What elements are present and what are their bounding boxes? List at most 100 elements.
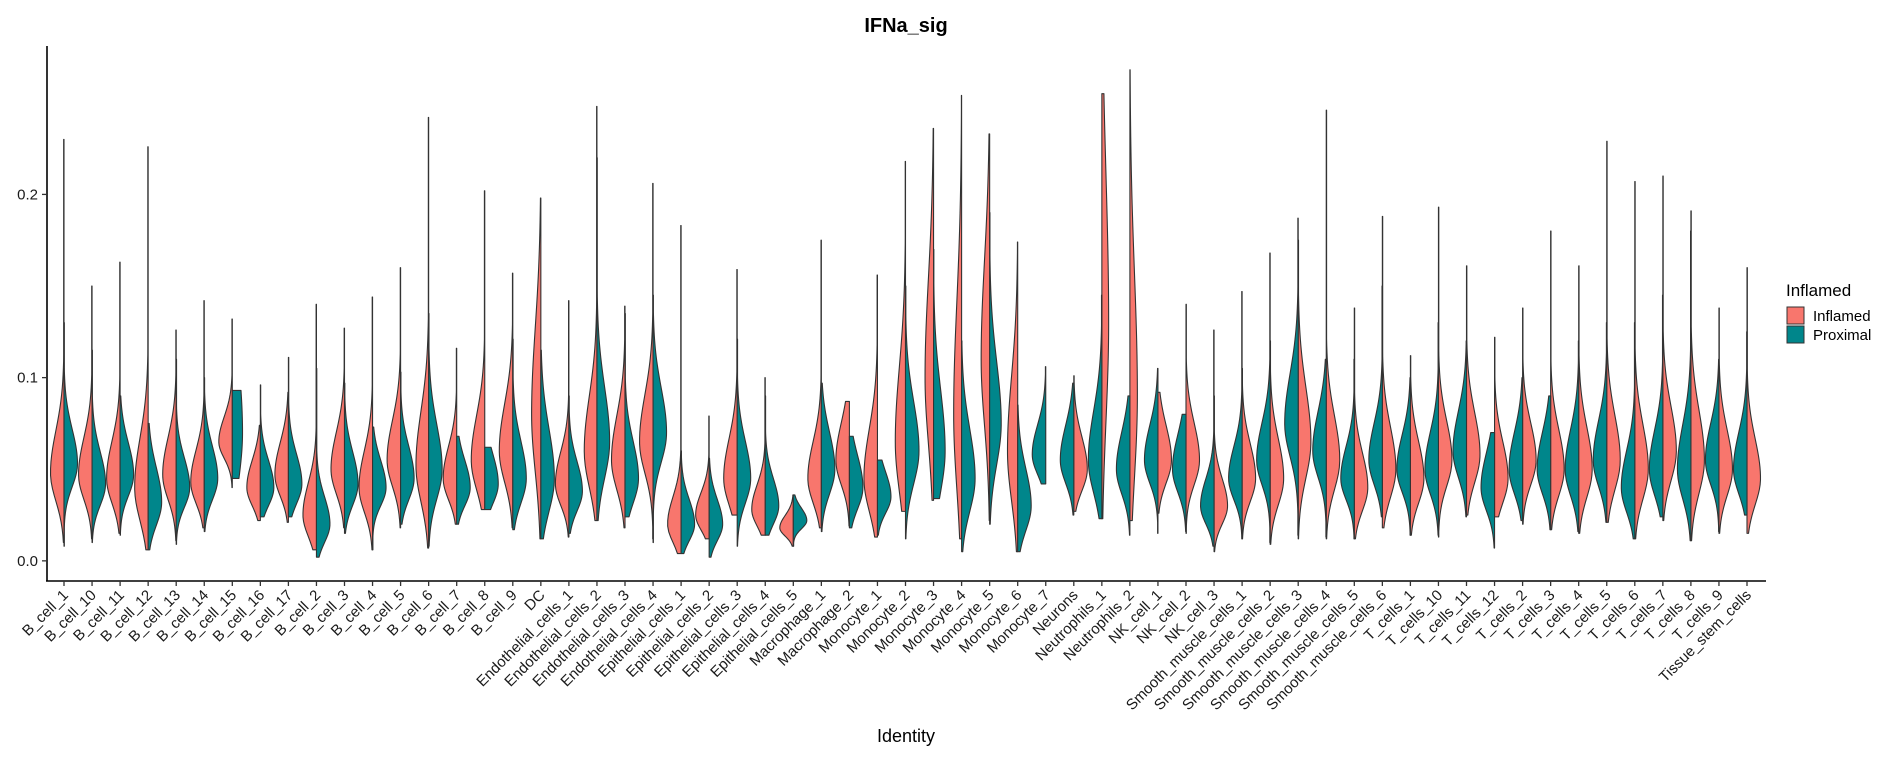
violin-NK_cell_2 [1171, 303, 1201, 534]
legend-label-proximal: Proximal [1813, 327, 1871, 344]
violin-half-proximal [372, 426, 387, 551]
violin-half-proximal [1031, 366, 1047, 485]
legend: Inflamed Inflamed Proximal [1786, 281, 1871, 344]
violin-half-proximal [1480, 432, 1496, 549]
violin-half-proximal [315, 367, 331, 558]
violin-Smooth_muscle_cells_5 [1340, 307, 1369, 540]
violin-half-proximal [63, 322, 79, 547]
violin-half-proximal [1115, 395, 1131, 536]
violin-half-inflamed [1465, 265, 1481, 516]
violin-Endothelial_cells_1 [554, 300, 583, 538]
violin-half-inflamed [807, 239, 822, 529]
violin-Monocyte_3 [924, 127, 946, 501]
violin-B_cell_13 [162, 329, 191, 545]
violin-B_cell_14 [190, 300, 219, 533]
violin-half-inflamed [1325, 109, 1341, 540]
violin-half-inflamed [1073, 375, 1088, 512]
violin-half-inflamed [470, 190, 486, 511]
violin-half-proximal [1340, 358, 1355, 540]
violin-T_cells_7 [1648, 175, 1677, 522]
violin-half-proximal [1536, 395, 1552, 531]
violin-half-proximal [343, 382, 359, 534]
x-axis: B_cell_1B_cell_10B_cell_11B_cell_12B_cel… [19, 580, 1766, 714]
violin-half-proximal [989, 212, 1002, 525]
violin-half-inflamed [1157, 391, 1172, 514]
violin-half-proximal [1143, 367, 1159, 534]
violin-Monocyte_5 [980, 133, 1002, 525]
y-tick-label: 0.1 [17, 370, 38, 387]
violin-B_cell_17 [274, 356, 303, 523]
violin-half-inflamed [50, 138, 65, 544]
violin-half-proximal [708, 457, 724, 558]
violin-half-inflamed [1437, 206, 1453, 538]
violin-half-inflamed [751, 377, 766, 536]
violin-Monocyte_6 [1006, 241, 1032, 553]
violin-Smooth_muscle_cells_2 [1256, 252, 1285, 545]
violin-half-inflamed [134, 146, 149, 551]
violin-Monocyte_1 [863, 274, 892, 538]
violin-Epithelial_cells_1 [667, 225, 696, 555]
violin-half-proximal [147, 422, 163, 551]
violin-Smooth_muscle_cells_3 [1284, 217, 1312, 540]
violin-half-inflamed [106, 261, 121, 534]
violin-half-inflamed [386, 267, 402, 529]
violin-half-inflamed [980, 133, 991, 522]
violin-half-proximal [904, 285, 920, 540]
violin-Macrophage_2 [835, 400, 864, 529]
violin-Monocyte_7 [1031, 366, 1047, 485]
violin-half-inflamed [953, 94, 963, 540]
violin-half-inflamed [1297, 239, 1312, 540]
violin-half-inflamed [924, 127, 935, 501]
violin-Monocyte_2 [894, 160, 920, 540]
violin-T_cells_5 [1592, 140, 1621, 523]
legend-title: Inflamed [1786, 281, 1851, 300]
violin-half-inflamed [190, 300, 205, 529]
violin-half-proximal [175, 358, 191, 545]
violin-half-inflamed [274, 391, 289, 523]
violin-half-proximal [1648, 294, 1664, 518]
violin-half-proximal [1059, 382, 1075, 516]
violin-half-proximal [624, 312, 640, 518]
violin-Epithelial_cells_3 [723, 268, 752, 547]
violin-half-inflamed [779, 494, 794, 547]
y-tick-label: 0.0 [17, 553, 38, 570]
violin-half-inflamed [835, 400, 850, 527]
violin-half-inflamed [1634, 181, 1649, 540]
violin-half-proximal [456, 435, 471, 525]
violin-half-inflamed [667, 225, 682, 555]
violin-half-proximal [540, 349, 555, 540]
violin-half-proximal [568, 395, 583, 534]
violin-half-inflamed [1606, 140, 1621, 523]
violin-B_cell_7 [442, 347, 471, 525]
y-tick-label: 0.2 [17, 186, 38, 203]
x-axis-title: Identity [877, 726, 935, 746]
violin-half-proximal [1228, 290, 1243, 540]
violin-half-inflamed [442, 347, 458, 525]
violin-half-inflamed [1129, 69, 1138, 522]
violin-half-proximal [1564, 340, 1580, 533]
violin-Epithelial_cells_4 [751, 377, 780, 536]
violin-Endothelial_cells_4 [639, 182, 668, 544]
legend-swatch-inflamed [1786, 306, 1805, 325]
violin-half-proximal [1017, 404, 1032, 553]
violin-half-proximal [287, 356, 303, 518]
violin-T_cells_3 [1536, 230, 1565, 531]
violin-half-proximal [1592, 322, 1608, 523]
violin-half-proximal [792, 494, 808, 547]
violin-half-inflamed [695, 415, 710, 540]
violins-layer [50, 69, 1762, 558]
violin-NK_cell_3 [1200, 329, 1229, 553]
violin-half-inflamed [358, 296, 374, 551]
violin-Smooth_muscle_cells_1 [1228, 290, 1257, 540]
violin-half-inflamed [1718, 307, 1733, 534]
violin-Monocyte_4 [953, 94, 976, 553]
violin-B_cell_5 [386, 267, 415, 529]
violin-B_cell_16 [246, 384, 275, 522]
violin-half-proximal [876, 459, 892, 536]
violin-half-inflamed [415, 116, 430, 549]
violin-Neutrophils_1 [1087, 93, 1110, 520]
violin-half-inflamed [1690, 210, 1705, 542]
violin-half-inflamed [894, 160, 907, 512]
violin-half-proximal [1424, 322, 1439, 536]
violin-B_cell_4 [358, 296, 387, 551]
